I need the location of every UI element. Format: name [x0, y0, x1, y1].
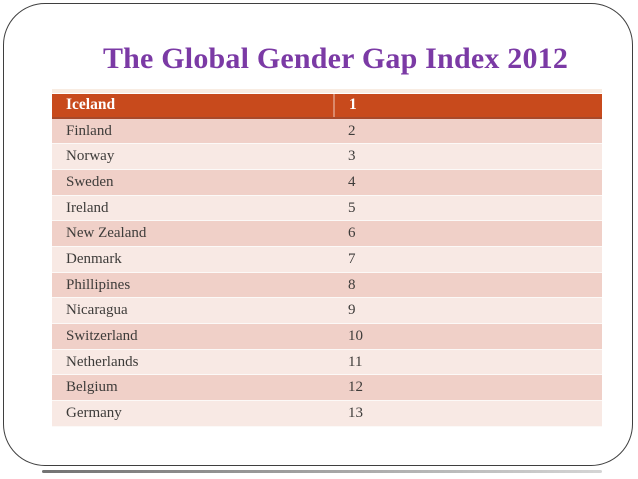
table-row: Sweden 4 [52, 169, 602, 196]
table-row: Finland 2 [52, 118, 602, 145]
country-cell: Netherlands [66, 353, 139, 370]
slide-frame-border [3, 3, 633, 466]
rank-cell: 13 [348, 405, 363, 422]
country-cell: Sweden [66, 173, 114, 190]
country-cell: Norway [66, 148, 115, 165]
table-row: New Zealand 6 [52, 221, 602, 247]
slide-title: The Global Gender Gap Index 2012 [102, 42, 569, 75]
table-row: Denmark 7 [52, 246, 602, 273]
country-cell: New Zealand [66, 225, 147, 242]
table-row: Phillipines 8 [52, 272, 602, 299]
country-cell: Finland [66, 122, 112, 139]
country-cell: Ireland [66, 199, 109, 216]
country-cell: Germany [66, 405, 122, 422]
table-row: Germany 13 [52, 401, 602, 427]
rank-cell: 6 [348, 225, 356, 242]
slide-shadow [42, 470, 602, 473]
rank-cell: 2 [348, 122, 356, 139]
rank-cell: 10 [348, 328, 363, 344]
country-cell: Denmark [66, 250, 122, 267]
rank-cell: 3 [348, 148, 356, 165]
rank-cell: 7 [348, 250, 356, 267]
country-cell: Iceland [66, 96, 116, 113]
rank-cell: 4 [348, 173, 356, 190]
rank-cell: 11 [348, 353, 363, 370]
table-row: Switzerland 10 [52, 324, 602, 350]
table-row: Iceland 1 [52, 94, 602, 119]
rank-cell: 1 [333, 94, 602, 117]
table-row: Netherlands 11 [52, 349, 602, 376]
table-row: Belgium 12 [52, 375, 602, 402]
rank-cell: 8 [348, 276, 356, 293]
rank-cell: 12 [348, 379, 363, 396]
table-row: Nicaragua 9 [52, 298, 602, 324]
country-cell: Nicaragua [66, 302, 128, 319]
country-cell: Belgium [66, 379, 118, 396]
table-top-border [52, 89, 602, 93]
rank-cell: 9 [348, 302, 356, 319]
country-cell: Switzerland [66, 328, 138, 344]
ranking-table: Iceland 1 Finland 2 Norway 3 Sweden 4 Ireland 5 Ne… [52, 89, 602, 427]
rank-cell: 5 [348, 199, 356, 216]
ranking-table-rows: Iceland 1 Finland 2 Norway 3 Sweden 4 Ireland 5 Ne… [52, 94, 602, 427]
table-row: Ireland 5 [52, 195, 602, 222]
table-row: Norway 3 [52, 144, 602, 170]
country-cell: Phillipines [66, 276, 131, 293]
